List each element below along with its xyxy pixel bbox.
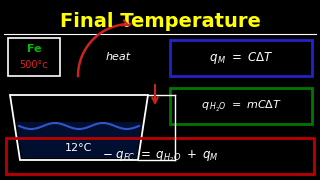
Text: Final Temperature: Final Temperature [60, 12, 260, 31]
Bar [8, 38, 60, 76]
Text: 12°C: 12°C [65, 143, 93, 153]
Text: $q_{\,M}\ =\ C\Delta T$: $q_{\,M}\ =\ C\Delta T$ [209, 50, 273, 66]
Bar [170, 40, 312, 76]
Polygon shape [16, 122, 142, 158]
Text: heat: heat [105, 52, 131, 62]
Bar [6, 138, 314, 174]
Text: $-\ q_{FC}\ =\ q_{H_2O}\ +\ q_{M}$: $-\ q_{FC}\ =\ q_{H_2O}\ +\ q_{M}$ [102, 148, 218, 164]
Text: $q_{\,H_2O}\ =\ mC\Delta T$: $q_{\,H_2O}\ =\ mC\Delta T$ [201, 98, 282, 114]
Text: 500°c: 500°c [20, 60, 48, 70]
Text: Fe: Fe [27, 44, 41, 54]
Bar [170, 88, 312, 124]
